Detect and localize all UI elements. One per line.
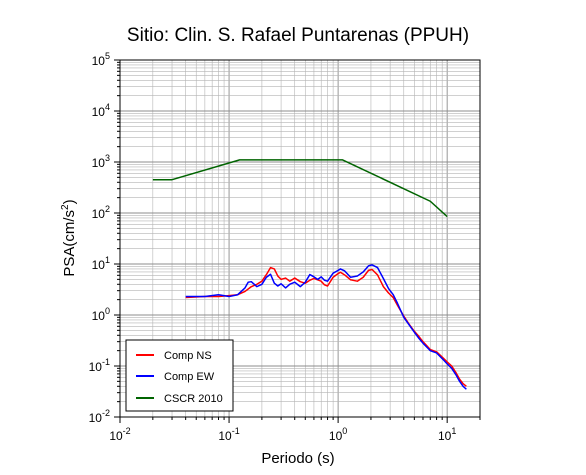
grid [119, 59, 481, 418]
y-axis-label-base: PSA(cm/s [61, 210, 78, 277]
y-tick-label: 100 [92, 306, 110, 323]
x-axis-label: Periodo (s) [261, 450, 334, 467]
y-tick-label: 102 [92, 204, 110, 221]
y-axis-label: PSA(cm/s2) [60, 199, 78, 276]
x-tick-label: 100 [329, 426, 347, 443]
y-tick-label: 103 [92, 153, 110, 170]
legend: Comp NS Comp EW CSCR 2010 [125, 339, 234, 412]
y-axis: 10-2 10-1 100 101 102 103 104 105 [89, 51, 120, 425]
y-tick-label: 10-1 [89, 357, 110, 374]
y-axis-label-superscript: 2 [60, 204, 71, 210]
y-tick-label: 10-2 [89, 408, 110, 425]
legend-label-cscr-2010: CSCR 2010 [164, 393, 223, 405]
chart-title: Sitio: Clin. S. Rafael Puntarenas (PPUH) [127, 25, 469, 46]
x-axis: 10-2 10-1 100 101 [109, 417, 481, 443]
x-tick-label: 10-2 [109, 426, 130, 443]
legend-label-comp-ew: Comp EW [164, 371, 215, 383]
plot-frame [119, 59, 481, 418]
x-tick-label: 10-1 [218, 426, 239, 443]
y-tick-label: 104 [92, 102, 110, 119]
series-layer [152, 159, 467, 390]
legend-label-comp-ns: Comp NS [164, 350, 212, 362]
series-line-comp-ew [185, 264, 467, 390]
series-line-cscr-2010 [152, 159, 448, 218]
y-tick-label: 105 [92, 51, 110, 68]
x-tick-label: 101 [438, 426, 456, 443]
y-tick-label: 101 [92, 255, 110, 272]
y-axis-label-close: ) [61, 199, 78, 204]
series-line-comp-ns [185, 266, 467, 387]
